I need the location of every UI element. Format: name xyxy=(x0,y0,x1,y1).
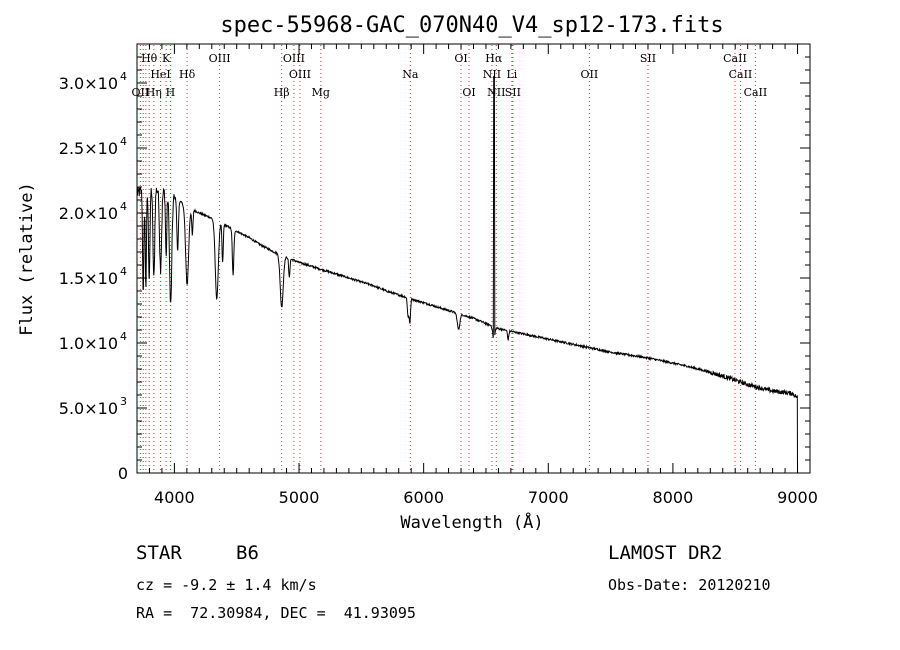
line-marker-label: OI xyxy=(462,86,475,99)
line-marker-label: CaII xyxy=(723,52,747,65)
y-tick-exponent: 3 xyxy=(120,395,127,408)
line-marker-label: K xyxy=(162,52,171,65)
y-tick-label: 2.0×10 xyxy=(59,204,118,223)
line-marker-label: HeI xyxy=(150,68,170,81)
x-tick-label: 5000 xyxy=(279,488,320,507)
x-tick-label: 6000 xyxy=(403,488,444,507)
chart-title: spec-55968-GAC_070N40_V4_sp12-173.fits xyxy=(220,13,723,38)
observation-date: Obs-Date: 20120210 xyxy=(608,576,771,594)
y-tick-exponent: 4 xyxy=(120,330,127,343)
line-marker-label: OIII xyxy=(209,52,231,65)
x-tick-label: 8000 xyxy=(653,488,694,507)
x-tick-label: 9000 xyxy=(777,488,818,507)
line-marker-label: Hβ xyxy=(274,86,290,99)
object-subclass: B6 xyxy=(236,542,259,564)
line-marker-label: Hθ xyxy=(141,52,158,65)
line-marker-label: H xyxy=(166,86,176,99)
y-tick-exponent: 4 xyxy=(120,265,127,278)
line-marker-label: SII xyxy=(640,52,656,65)
line-marker-label: OIII xyxy=(283,52,305,65)
y-tick-label: 2.5×10 xyxy=(59,139,118,158)
line-marker-label: Hα xyxy=(485,52,503,65)
line-marker-label: Li xyxy=(506,68,517,81)
y-tick-label: 5.0×10 xyxy=(59,399,118,418)
y-tick-label: 3.0×10 xyxy=(59,74,118,93)
y-tick-label: 1.0×10 xyxy=(59,334,118,353)
plot-frame xyxy=(136,43,811,474)
y-tick-label: 1.5×10 xyxy=(59,269,118,288)
x-axis-title: Wavelength (Å) xyxy=(400,511,543,533)
line-marker-label: Na xyxy=(402,68,419,81)
line-marker-label: Hδ xyxy=(179,68,196,81)
coordinates: RA = 72.30984, DEC = 41.93095 xyxy=(136,604,416,622)
redshift-cz: cz = -9.2 ± 1.4 km/s xyxy=(136,576,317,594)
y-tick-exponent: 4 xyxy=(120,135,127,148)
y-tick-exponent: 4 xyxy=(120,70,127,83)
y-axis-title: Flux (relative) xyxy=(17,182,37,336)
x-tick-label: 4000 xyxy=(154,488,195,507)
line-marker-label: CaII xyxy=(744,86,768,99)
line-marker-label: OII xyxy=(581,68,599,81)
y-tick-label: 0 xyxy=(118,464,128,483)
line-marker-label: CaII xyxy=(729,68,753,81)
line-marker-label: SII xyxy=(505,86,521,99)
spectrum-series-line xyxy=(136,75,798,474)
line-marker-label: OIII xyxy=(289,68,311,81)
line-marker-label: NII xyxy=(487,86,505,99)
survey-name: LAMOST DR2 xyxy=(608,542,723,564)
line-marker-label: OI xyxy=(454,52,467,65)
y-axis-ticks: 05.0×10 31.0×10 41.5×10 42.0×10 42.5×10 43.0×… xyxy=(59,43,810,483)
x-axis-ticks: 4000 5000 6000 7000 8000 9000 xyxy=(148,44,818,507)
line-marker-label: NII xyxy=(483,68,501,81)
line-marker-label: Hη xyxy=(146,86,162,99)
line-marker-label: OII xyxy=(132,86,150,99)
line-marker-label: Mg xyxy=(312,86,330,99)
object-class: STAR xyxy=(136,542,182,564)
x-tick-label: 7000 xyxy=(528,488,569,507)
y-tick-exponent: 4 xyxy=(120,200,127,213)
